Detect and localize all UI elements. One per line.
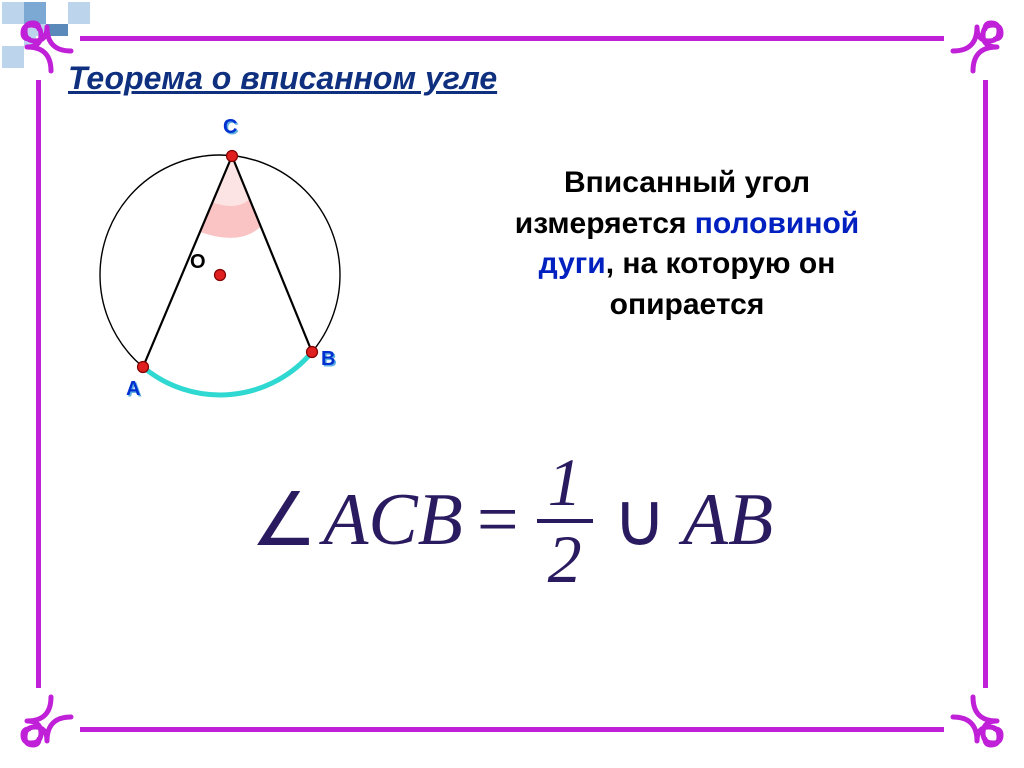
circle-diagram: CCOAABB (60, 115, 380, 430)
arc-symbol: ∪ (613, 477, 667, 564)
angle-symbol: ∠ (251, 477, 317, 564)
slide-title: Теорема о вписанном угле (68, 60, 964, 97)
formula-lhs: ACB (323, 478, 463, 563)
fraction-numerator: 1 (548, 450, 582, 515)
formula-rhs: AB (683, 478, 773, 563)
svg-text:C: C (223, 116, 237, 138)
theorem-line3b: , на которую он (606, 247, 836, 280)
theorem-line1: Вписанный угол (564, 166, 810, 199)
svg-text:A: A (126, 378, 140, 400)
equals-symbol: = (477, 478, 519, 563)
fraction-denominator: 2 (548, 527, 582, 592)
theorem-line2a: измеряется (515, 207, 695, 240)
theorem-highlight-1: половиной (695, 207, 859, 240)
theorem-line4: опирается (610, 288, 765, 321)
svg-text:O: O (190, 251, 206, 273)
slide-content: Теорема о вписанном угле CCOAABB Вписанн… (60, 60, 964, 708)
diagram-svg: CCOAABB (60, 115, 380, 425)
svg-text:B: B (321, 348, 335, 370)
theorem-statement: Вписанный угол измеряется половиной дуги… (410, 115, 964, 325)
fraction: 1 2 (537, 450, 593, 591)
formula: ∠ ACB = 1 2 ∪ AB (60, 450, 964, 591)
theorem-highlight-2: дуги (539, 247, 606, 280)
